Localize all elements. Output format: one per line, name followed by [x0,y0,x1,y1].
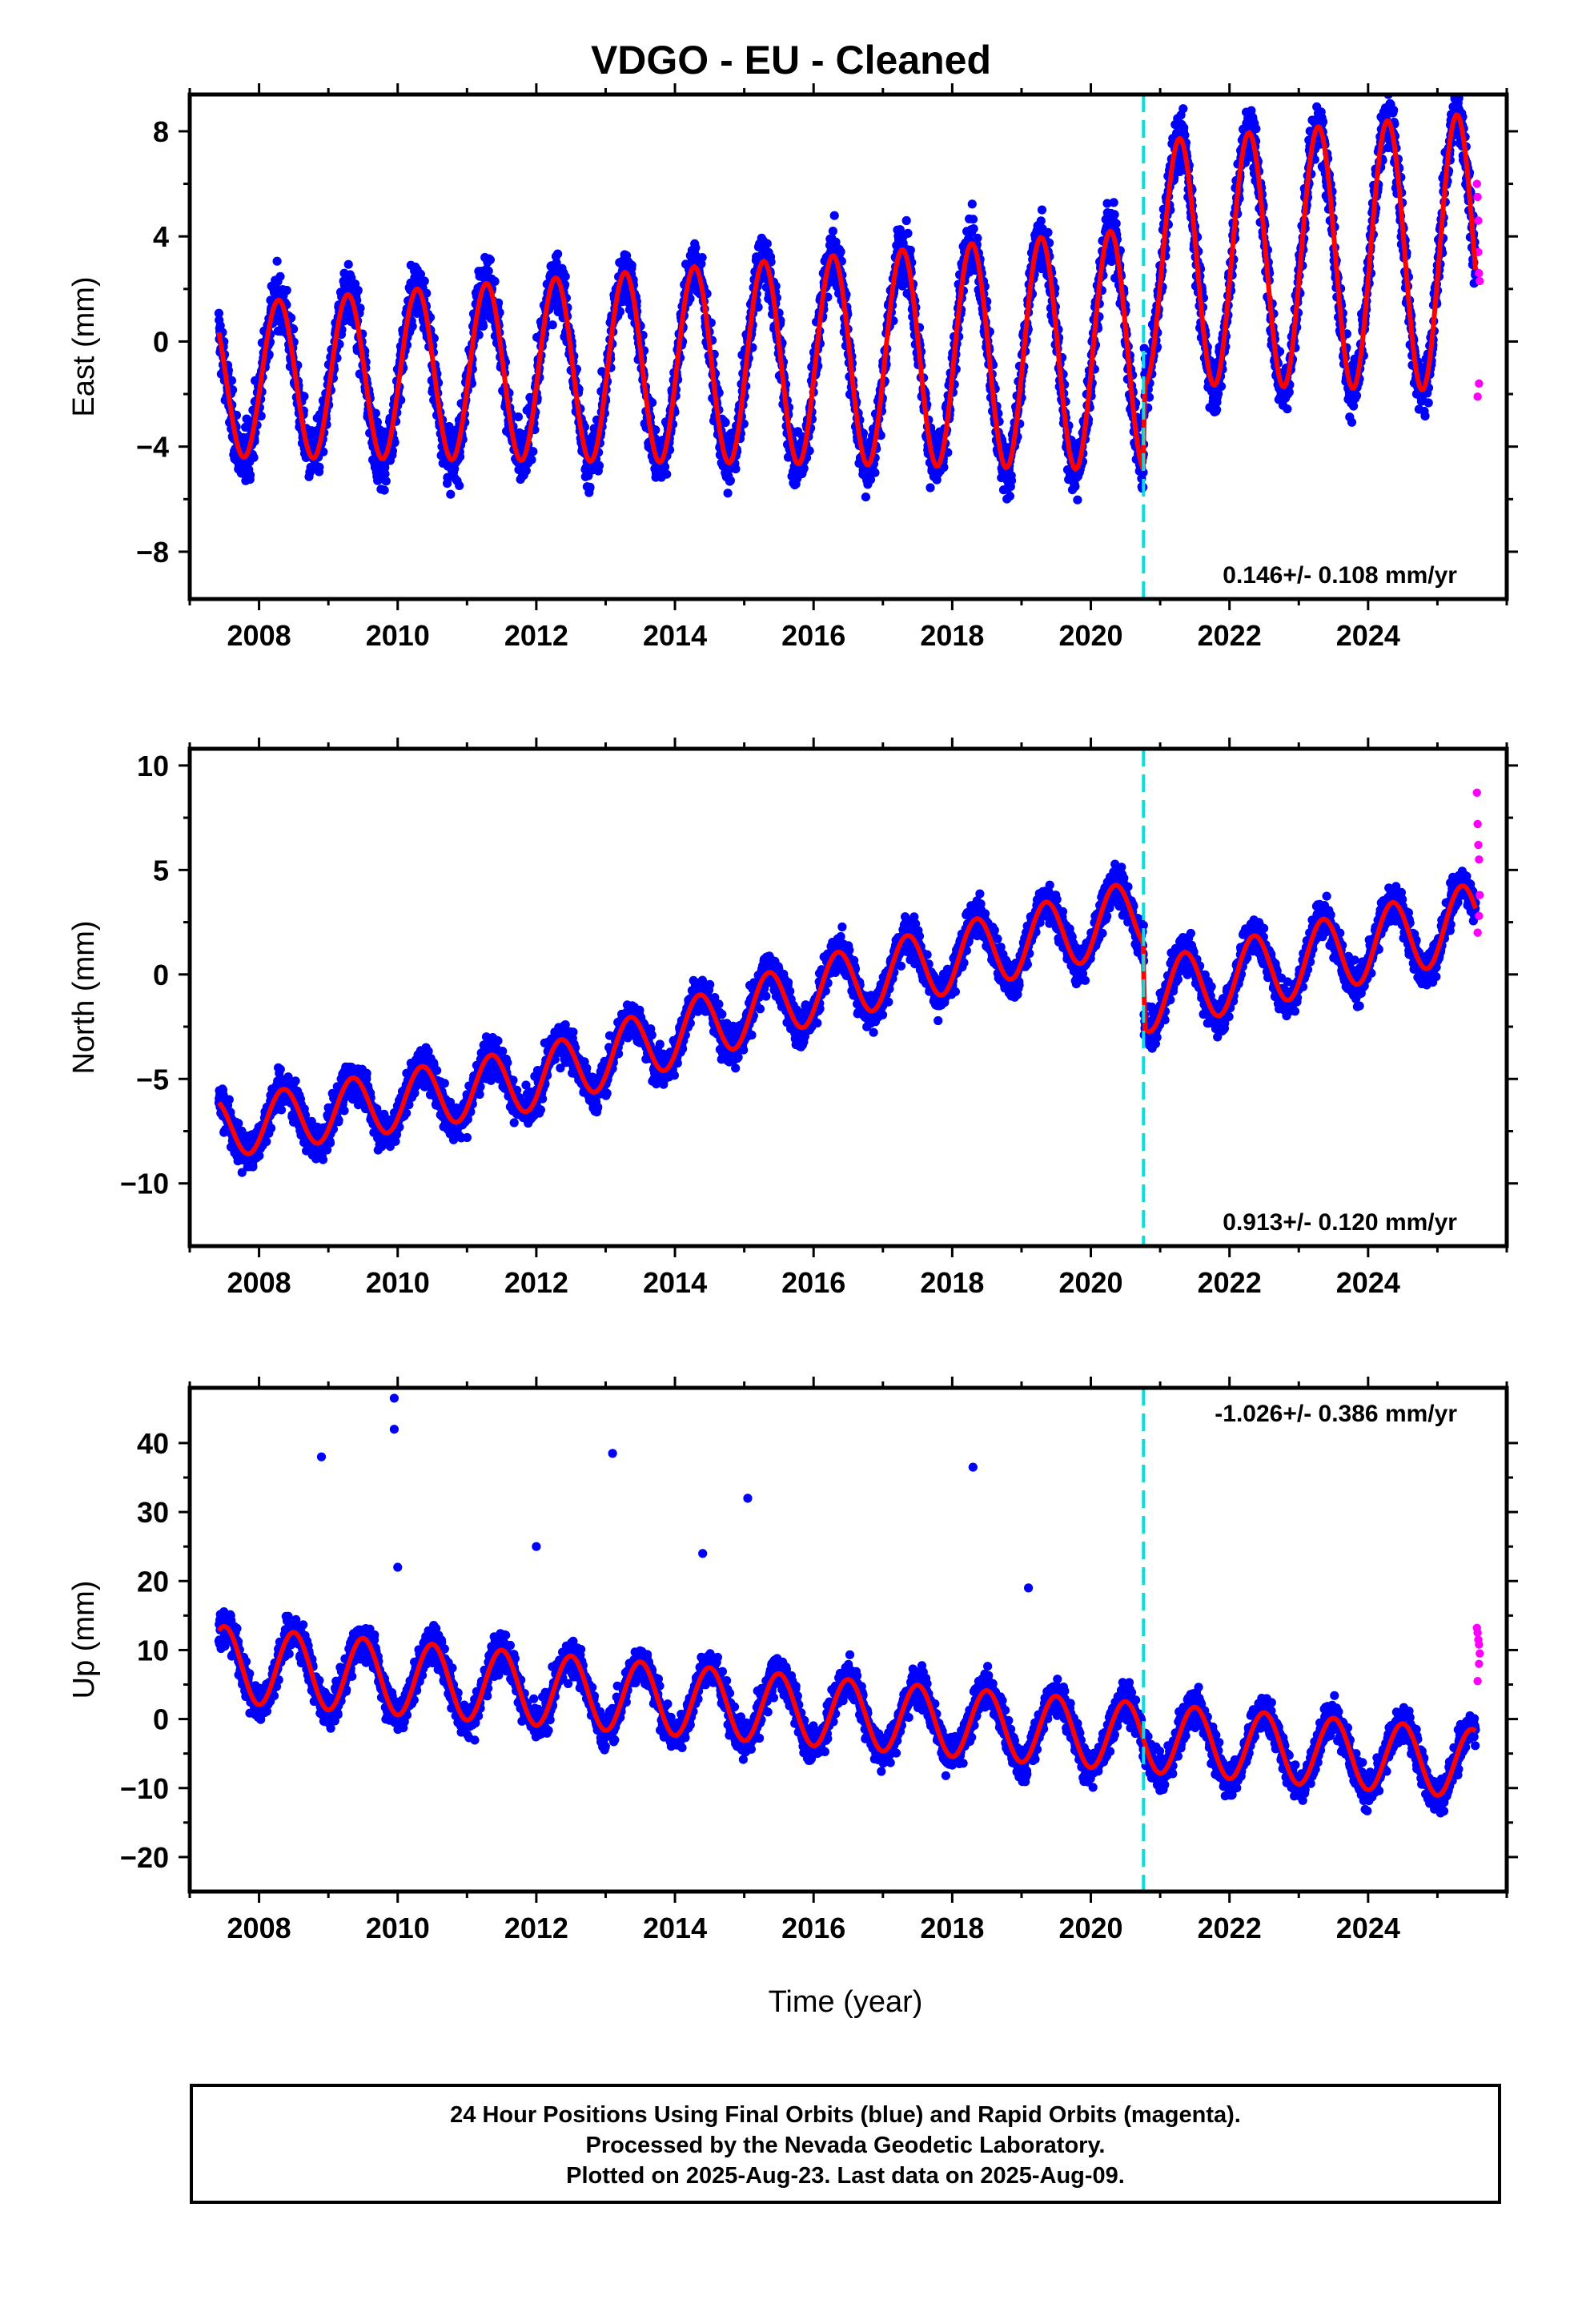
east-final-point [615,307,625,316]
east-final-point [725,476,736,485]
east-final-point [1036,216,1046,226]
east-final-point [315,462,324,472]
east-final-point [723,489,733,498]
east-final-point [721,417,730,428]
east-final-point [662,469,672,479]
east-final-point [521,466,531,476]
east-final-point [553,249,563,259]
east-final-point [215,321,225,331]
east-final-point [968,215,978,224]
east-final-point [1109,198,1118,207]
east-final-point [479,321,488,331]
east-final-point [485,255,496,264]
east-final-point [289,324,299,334]
east-final-point [1349,401,1359,411]
east-final-point [762,239,772,248]
east-final-point [691,243,701,252]
east-final-point [343,259,353,269]
east-final-point [829,211,839,220]
east-final-point [390,437,400,448]
east-final-point [901,215,911,226]
east-final-point [1178,104,1188,114]
east-final-point [527,455,536,464]
east-final-point [661,462,670,472]
east-final-point [408,321,417,332]
east-final-point [1389,106,1399,115]
east-final-point [648,398,657,408]
east-final-point [1351,391,1362,400]
east-final-point [627,260,636,270]
east-final-point [214,308,223,318]
east-final-point [594,460,604,471]
east-final-point [513,412,524,422]
east-final-point [379,485,389,495]
east-final-point [528,447,538,456]
east-final-point [355,304,365,313]
east-final-point [969,224,978,234]
east-final-point [371,408,380,418]
east-final-point [484,266,493,275]
east-final-point [1347,417,1357,427]
east-final-point [420,276,429,286]
east-final-point [256,411,266,421]
east-final-point [1070,481,1080,492]
east-final-point [731,464,741,474]
east-final-point [1073,495,1082,505]
east-final-point [299,392,309,401]
east-final-point [416,269,426,279]
east-final-point [490,276,500,286]
east-final-point [585,482,595,492]
east-final-point [380,469,390,479]
east-final-point [372,417,382,427]
east-final-point [1110,210,1119,219]
east-final-point [836,247,845,256]
east-final-point [1420,411,1430,421]
east-final-point [1037,205,1047,215]
east-final-point [246,470,255,480]
east-final-point [446,489,456,499]
east-final-point [272,256,282,266]
east-final-point [861,493,870,502]
east-final-point [1283,404,1292,414]
east-final-point [455,480,464,491]
east-final-point [973,233,982,243]
east-final-point [870,468,880,477]
east-final-point [249,452,259,462]
east-final-point [926,483,935,493]
east-final-point [1251,124,1261,134]
east-final-point [828,227,837,236]
east-final-point [697,253,707,263]
east-final-point [282,285,291,296]
east-panel: 2008 2010 2012 2014 2016 2018 2020 2022 2024−8−4… [67,83,1518,652]
east-final-point [353,285,363,296]
east-final-point [1111,219,1121,228]
east-final-point [381,476,391,486]
east-final-point [1006,476,1017,485]
east-final-point [903,228,913,238]
east-final-point [560,271,570,281]
east-final-point [227,376,236,385]
chart-title: VDGO - EU - Cleaned [590,38,992,82]
east-final-point [1043,227,1053,237]
east-final-point [275,271,285,281]
east-final-point [651,425,661,435]
east-final-point [548,320,557,330]
east-final-point [1005,491,1014,501]
east-final-point [422,288,432,298]
east-data-points [214,94,1484,505]
east-final-point [319,447,328,456]
east-final-point [443,472,452,482]
east-final-point [474,330,484,340]
east-final-point [967,199,977,209]
